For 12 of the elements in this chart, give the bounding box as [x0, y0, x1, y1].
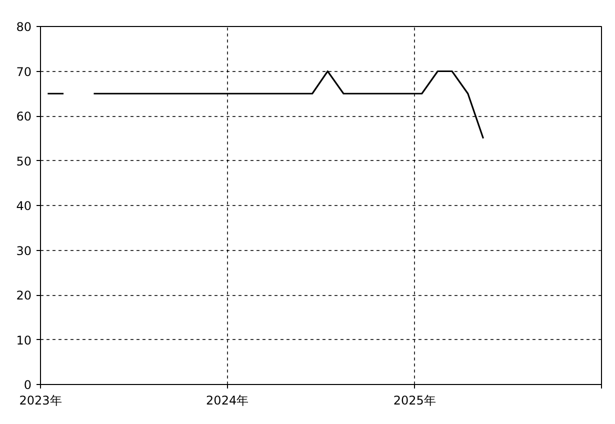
- y-tick-label: 80: [16, 20, 32, 34]
- y-tick-label: 20: [16, 288, 32, 302]
- x-tick-label: 2025年: [393, 394, 436, 408]
- y-tick-label: 40: [16, 199, 32, 213]
- y-tick-label: 10: [16, 333, 32, 348]
- x-tick-label: 2023年: [19, 394, 62, 408]
- y-tick-label: 60: [16, 110, 32, 124]
- y-tick-label: 30: [16, 244, 32, 258]
- y-tick-label: 70: [16, 64, 32, 79]
- y-tick-label: 0: [24, 378, 32, 392]
- y-tick-label: 50: [16, 154, 32, 168]
- x-tick-label: 2024年: [206, 394, 249, 408]
